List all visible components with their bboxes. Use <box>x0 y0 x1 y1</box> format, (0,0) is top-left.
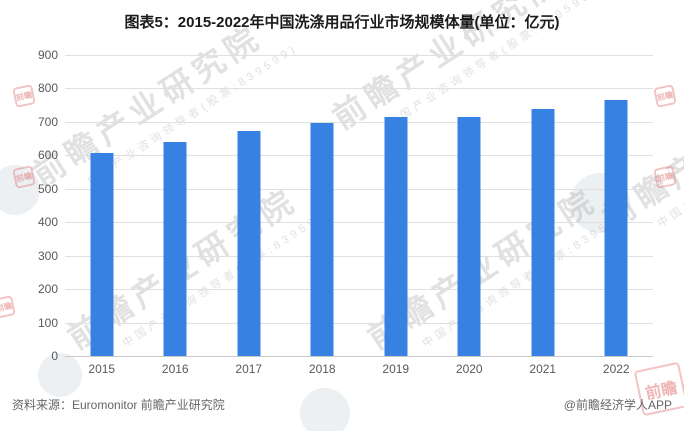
gridline-300 <box>65 255 653 257</box>
gridline-400 <box>65 222 653 224</box>
bar-slot-2022 <box>580 55 654 356</box>
x-tick-label-2020: 2020 <box>455 362 483 376</box>
x-tick-label-2015: 2015 <box>88 362 116 376</box>
x-tick-label-2021: 2021 <box>529 362 557 376</box>
gridline-800 <box>65 88 653 90</box>
x-tick-label-2018: 2018 <box>308 362 336 376</box>
x-tick-label-2022: 2022 <box>602 362 630 376</box>
gridline-600 <box>65 155 653 157</box>
gridline-900 <box>65 55 653 56</box>
bar-slot-2017 <box>212 55 286 356</box>
bar-2022 <box>604 99 628 356</box>
x-tick-label-2019: 2019 <box>382 362 410 376</box>
gridline-200 <box>65 289 653 291</box>
x-tick-label-2017: 2017 <box>235 362 263 376</box>
y-axis: 0 100 200 300 400 500 600 700 800 900 <box>0 48 58 363</box>
x-axis: 2015 2016 2017 2018 2019 2020 2021 2022 <box>65 362 653 376</box>
gridline-700 <box>65 121 653 123</box>
y-tick-label-700: 700 <box>37 114 58 129</box>
x-tick-label-2016: 2016 <box>161 362 189 376</box>
credit-text: @前瞻经济学人APP <box>563 398 672 412</box>
gridline-0 <box>65 356 653 357</box>
source-text: 资料来源：Euromonitor 前瞻产业研究院 <box>12 398 225 412</box>
chart-footer: 资料来源：Euromonitor 前瞻产业研究院 @前瞻经济学人APP <box>12 396 672 413</box>
bar-2015 <box>90 153 114 356</box>
y-tick-label-200: 200 <box>37 282 58 297</box>
bar-2019 <box>384 117 408 356</box>
bar-2020 <box>457 117 481 356</box>
bar-2016 <box>163 141 187 356</box>
bars-row <box>65 55 653 356</box>
y-tick-label-300: 300 <box>37 248 58 263</box>
plot-area <box>65 55 653 357</box>
bar-slot-2020 <box>433 55 507 356</box>
bar-slot-2018 <box>286 55 360 356</box>
gridline-500 <box>65 188 653 190</box>
bar-slot-2016 <box>139 55 213 356</box>
y-tick-label-800: 800 <box>37 81 58 96</box>
bar-2017 <box>237 130 261 356</box>
bar-slot-2015 <box>65 55 139 356</box>
y-tick-label-500: 500 <box>37 181 58 196</box>
y-tick-label-900: 900 <box>37 48 58 62</box>
bar-slot-2021 <box>506 55 580 356</box>
y-tick-label-600: 600 <box>37 148 58 163</box>
bar-2018 <box>310 123 334 356</box>
y-tick-label-400: 400 <box>37 215 58 230</box>
bar-2021 <box>531 109 555 356</box>
gridline-100 <box>65 322 653 324</box>
chart-title: 图表5：2015-2022年中国洗涤用品行业市场规模体量(单位：亿元) <box>124 14 560 31</box>
y-tick-label-100: 100 <box>37 315 58 330</box>
bar-slot-2019 <box>359 55 433 356</box>
y-tick-label-0: 0 <box>51 349 58 363</box>
